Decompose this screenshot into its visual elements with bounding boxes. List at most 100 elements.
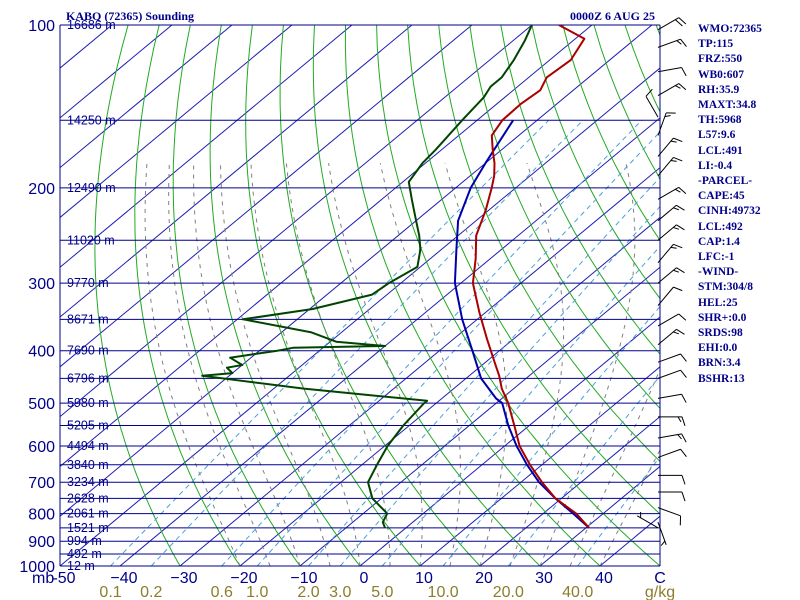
wind-barb-feather xyxy=(676,224,685,231)
parcel-trace xyxy=(453,119,590,529)
wind-barb-feather xyxy=(673,286,683,292)
height-label: 14250 m xyxy=(67,113,116,127)
wind-barb xyxy=(657,67,687,77)
moist-adiabat-line xyxy=(285,163,391,566)
isobar-lines xyxy=(59,24,661,567)
wind-barb xyxy=(657,313,687,327)
wind-barb xyxy=(657,137,683,157)
pressure-tick-label: 200 xyxy=(28,181,55,198)
wind-barb-feather xyxy=(660,540,666,546)
height-label: 5205 m xyxy=(67,419,109,433)
wind-barb xyxy=(657,83,687,96)
height-label: 12490 m xyxy=(67,181,116,195)
height-label: 492 m xyxy=(67,547,102,561)
sounding-index-item: HEL:25 xyxy=(698,296,738,309)
wind-barb-feather xyxy=(673,156,683,162)
isotherm-line xyxy=(60,25,293,219)
moist-adiabat-line xyxy=(569,368,660,566)
pressure-tick-label: 600 xyxy=(28,439,55,456)
wind-barb xyxy=(657,353,687,363)
mixing-ratio-label: 5.0 xyxy=(371,584,393,600)
wind-barb-feather xyxy=(677,416,682,423)
mixing-ratio-lines xyxy=(110,119,660,566)
wind-barb-feather xyxy=(676,267,685,274)
wind-barb-feather xyxy=(675,85,681,89)
mixing-ratio-label: 0.2 xyxy=(140,584,162,600)
wind-barb xyxy=(657,38,687,48)
sounding-indices-panel: WMO:72365 TP:115 FRZ:550 WB0:607 RH:35.9 MAXT… xyxy=(698,22,798,387)
wind-barb-feather xyxy=(664,115,671,118)
mixing-ratio-line xyxy=(221,119,643,566)
mixing-ratio-label: 0.6 xyxy=(211,584,233,600)
sounding-index-item: EHI:0.0 xyxy=(698,342,738,355)
wind-barb-staff xyxy=(657,313,680,327)
sounding-index-item: LI:-0.4 xyxy=(698,159,733,172)
wind-barb xyxy=(658,491,686,502)
wind-barb-feather xyxy=(678,83,687,91)
wind-barb xyxy=(657,204,685,222)
temperature-tick-label: 30 xyxy=(535,570,553,587)
wind-barb-feather xyxy=(680,369,687,378)
height-label: 994 m xyxy=(67,534,102,548)
mixing-ratio-line xyxy=(256,131,660,566)
moist-adiabat-line xyxy=(539,162,636,566)
mixing-ratio-line xyxy=(507,375,660,566)
height-label: 2628 m xyxy=(67,491,109,505)
sounding-index-item: FRZ:550 xyxy=(698,53,743,66)
isotherm-line xyxy=(539,465,660,566)
wind-barb-feather xyxy=(670,246,677,249)
wind-barb-feather xyxy=(674,19,683,27)
wind-barb-staff xyxy=(657,507,681,517)
height-label: 11020 m xyxy=(67,233,115,247)
wind-barb-feather xyxy=(676,40,682,45)
mixing-ratio-line xyxy=(339,205,660,566)
isotherm-line xyxy=(60,25,413,318)
pressure-tick-label: 300 xyxy=(28,276,55,293)
dewpoint-profile xyxy=(201,25,533,529)
temperature-tick-label: -50 xyxy=(52,570,75,587)
isotherm-line xyxy=(119,117,660,566)
wind-barb-feather xyxy=(680,353,687,362)
wind-barb xyxy=(657,448,687,458)
sounding-index-item: L57:9.6 xyxy=(698,129,736,142)
isotherm-line xyxy=(60,25,233,169)
pressure-tick-label: 900 xyxy=(28,534,55,551)
sounding-index-item: -WIND- xyxy=(698,266,739,279)
sounding-index-item: MAXT:34.8 xyxy=(698,99,757,112)
isotherm-line xyxy=(60,25,653,517)
wind-barb xyxy=(645,88,659,118)
pressure-tick-label: 800 xyxy=(28,507,55,524)
height-label: 3234 m xyxy=(67,475,109,489)
height-label: 5980 m xyxy=(67,396,109,410)
sounding-index-item: CAPE:45 xyxy=(698,190,745,203)
moist-adiabat-line xyxy=(328,163,423,566)
pressure-unit-label: mb xyxy=(32,570,54,587)
wind-barb-feather xyxy=(675,188,681,193)
sounding-index-item: SRDS:98 xyxy=(698,327,743,340)
moist-adiabat-line xyxy=(599,448,660,566)
mixing-ratio-line xyxy=(381,245,660,566)
wind-barb xyxy=(657,243,683,264)
wind-barb xyxy=(657,224,685,241)
sounding-index-item: TH:5968 xyxy=(698,114,742,127)
wind-barb-staff xyxy=(657,393,682,399)
sounding-index-item: WB0:607 xyxy=(698,68,744,81)
pressure-tick-label: 400 xyxy=(28,344,55,361)
height-label: 8671 m xyxy=(67,312,109,326)
moist-adiabat-line xyxy=(168,163,271,566)
wind-barb xyxy=(657,17,687,31)
mixing-ratio-label: 2.0 xyxy=(297,584,319,600)
mixing-ratio-label: 1.0 xyxy=(246,584,268,600)
wind-barb-feather xyxy=(678,186,687,194)
mixing-ratio-label: 3.0 xyxy=(329,584,351,600)
isotherm-line xyxy=(179,167,660,566)
pressure-tick-label: 700 xyxy=(28,475,55,492)
height-label: 9770 m xyxy=(67,276,109,290)
wind-barb-staff xyxy=(657,243,674,264)
wind-barb xyxy=(636,511,659,529)
sounding-index-item: BRN:3.4 xyxy=(698,357,741,370)
wind-barb-staff xyxy=(657,433,682,439)
height-label: 1521 m xyxy=(67,521,109,535)
temperature-tick-label: 10 xyxy=(415,570,433,587)
wind-barb-feather xyxy=(680,38,687,47)
